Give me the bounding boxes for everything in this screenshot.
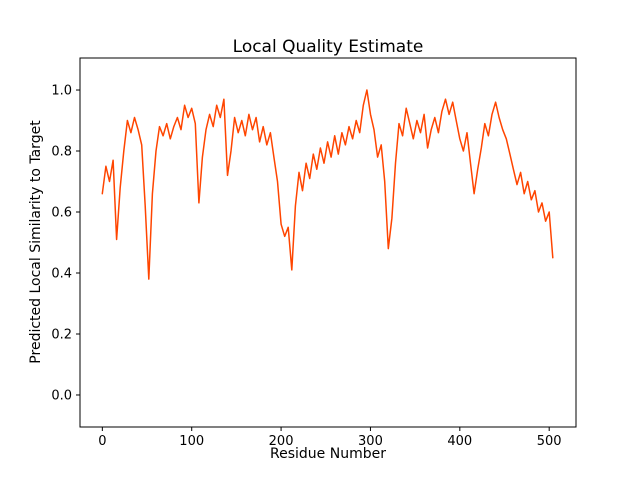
x-axis-label: Residue Number — [270, 446, 386, 462]
chart-title: Local Quality Estimate — [232, 37, 424, 57]
x-tick-label: 500 — [537, 434, 562, 449]
y-tick-label: 0.8 — [51, 145, 72, 160]
y-tick-label: 0.4 — [51, 266, 72, 281]
y-tick-label: 0.0 — [51, 388, 72, 403]
quality-line — [101, 89, 554, 280]
x-tick-label: 200 — [269, 434, 294, 449]
x-tick-label: 100 — [179, 434, 204, 449]
y-tick-label: 0.2 — [51, 327, 72, 342]
x-tick-label: 0 — [98, 434, 106, 449]
x-tick-label: 400 — [447, 434, 472, 449]
y-tick-label: 1.0 — [51, 84, 72, 99]
y-tick-label: 0.6 — [51, 206, 72, 221]
axes-spines — [79, 57, 577, 428]
x-tick-label: 300 — [358, 434, 383, 449]
